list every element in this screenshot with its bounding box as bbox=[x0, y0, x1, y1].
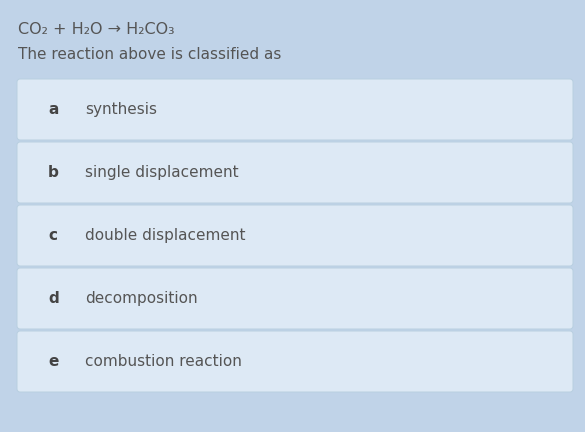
Text: synthesis: synthesis bbox=[85, 102, 157, 117]
Text: The reaction above is classified as: The reaction above is classified as bbox=[18, 47, 281, 62]
Text: CO₂ + H₂O → H₂CO₃: CO₂ + H₂O → H₂CO₃ bbox=[18, 22, 175, 37]
Text: decomposition: decomposition bbox=[85, 291, 198, 306]
FancyBboxPatch shape bbox=[17, 205, 573, 266]
FancyBboxPatch shape bbox=[17, 142, 573, 203]
Text: single displacement: single displacement bbox=[85, 165, 239, 180]
Text: c: c bbox=[48, 228, 57, 243]
FancyBboxPatch shape bbox=[17, 331, 573, 392]
Text: double displacement: double displacement bbox=[85, 228, 246, 243]
Text: combustion reaction: combustion reaction bbox=[85, 354, 242, 369]
Text: e: e bbox=[48, 354, 58, 369]
FancyBboxPatch shape bbox=[17, 268, 573, 329]
FancyBboxPatch shape bbox=[17, 79, 573, 140]
Text: b: b bbox=[48, 165, 59, 180]
Text: d: d bbox=[48, 291, 58, 306]
Text: a: a bbox=[48, 102, 58, 117]
